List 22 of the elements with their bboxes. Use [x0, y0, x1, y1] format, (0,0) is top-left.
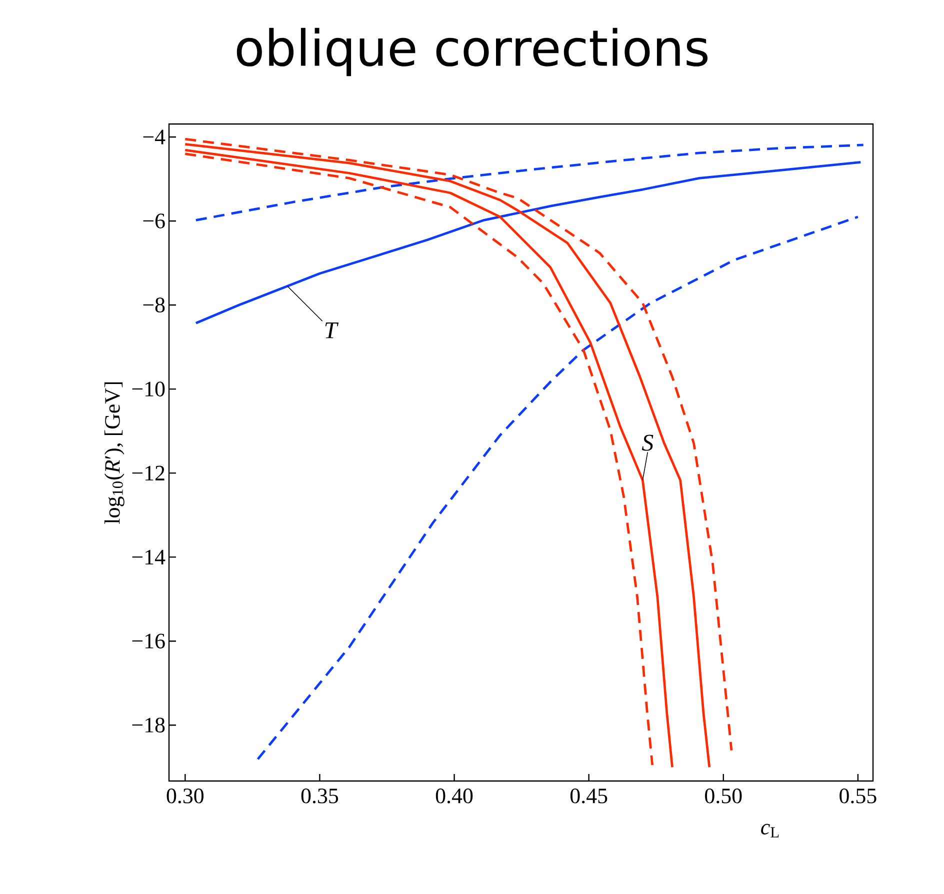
y-tick-label: −10: [132, 382, 165, 396]
y-tick-label: −8: [143, 298, 165, 312]
y-tick-label: −6: [143, 214, 165, 228]
y-tick-label: −4: [143, 130, 166, 144]
y-tick-label: −14: [132, 550, 166, 564]
chart-title: oblique corrections: [236, 28, 708, 76]
x-tick-label: 0.35: [301, 788, 338, 804]
x-tick-label: 0.40: [436, 788, 473, 804]
x-tick-label: 0.55: [840, 788, 876, 804]
y-tick-label: −12: [132, 466, 164, 480]
annotation: S: [642, 434, 654, 451]
y-axis-title: log$_{10}$(R′), [GeV]: [104, 382, 124, 524]
y-tick-label: −18: [132, 718, 165, 733]
y-tick-label: −16: [132, 634, 165, 648]
line-series: [194, 144, 865, 222]
line-series: [194, 161, 862, 324]
x-tick-label: 0.30: [166, 788, 204, 804]
x-tick-label: 0.45: [570, 788, 608, 804]
line-series: [256, 216, 860, 760]
x-tick-label: 0.50: [705, 788, 742, 804]
annotation: T: [325, 322, 339, 338]
x-axis-title: c$_{L}$: [761, 824, 779, 838]
